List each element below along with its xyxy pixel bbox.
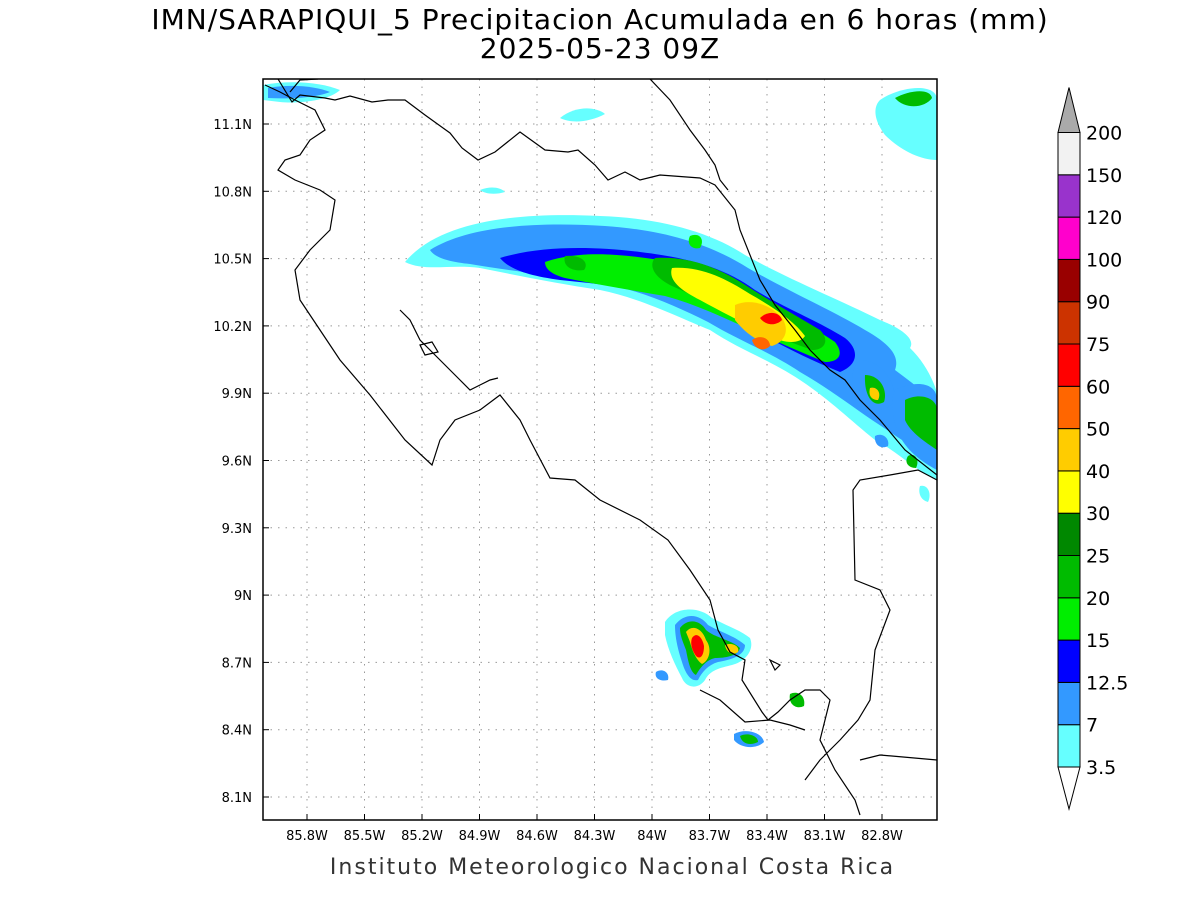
lat-tick-label: 9.6N bbox=[222, 455, 252, 470]
lon-tick-label: 84.3W bbox=[574, 829, 616, 844]
colorbar-bin bbox=[1057, 216, 1081, 260]
colorbar-bin bbox=[1057, 639, 1081, 683]
lat-tick-label: 8.1N bbox=[222, 791, 252, 806]
colorbar-label: 25 bbox=[1086, 546, 1110, 568]
lat-tick-label: 9.3N bbox=[222, 522, 252, 537]
lat-tick-label: 9.9N bbox=[222, 387, 252, 402]
colorbar-bin bbox=[1057, 174, 1081, 218]
lat-tick-label: 8.7N bbox=[222, 656, 252, 671]
colorbar-label: 15 bbox=[1086, 630, 1110, 652]
map-title: IMN/SARAPIQUI_5 Precipitacion Acumulada … bbox=[151, 3, 1049, 36]
axis-labels: 85.8W 85.5W 85.2W 84.9W 84.6W 84.3W 84W 83.7W 83… bbox=[213, 118, 903, 844]
lat-tick-label: 10.2N bbox=[213, 320, 252, 335]
lon-tick-label: 84.9W bbox=[459, 829, 501, 844]
lon-tick-label: 83.4W bbox=[746, 829, 788, 844]
colorbar-bin bbox=[1057, 512, 1081, 557]
lon-tick-label: 84W bbox=[637, 829, 667, 844]
colorbar-label: 60 bbox=[1086, 376, 1110, 398]
colorbar: 3.5 7 12.5 15 20 25 30 40 50 60 75 90 100 120 150 200 bbox=[1057, 87, 1128, 811]
colorbar-bin bbox=[1057, 301, 1081, 345]
colorbar-bin bbox=[1057, 343, 1081, 387]
colorbar-bin bbox=[1057, 724, 1081, 768]
lon-tick-label: 82.8W bbox=[861, 829, 903, 844]
gridlines bbox=[263, 79, 937, 820]
lat-tick-label: 8.4N bbox=[222, 724, 252, 739]
footer-credit: Instituto Meteorologico Nacional Costa R… bbox=[329, 855, 896, 880]
colorbar-label: 75 bbox=[1086, 334, 1110, 356]
colorbar-label: 200 bbox=[1086, 123, 1122, 145]
colorbar-label: 20 bbox=[1086, 588, 1110, 610]
colorbar-bin bbox=[1057, 555, 1081, 599]
lon-tick-label: 85.2W bbox=[401, 829, 443, 844]
colorbar-label: 120 bbox=[1086, 207, 1122, 229]
colorbar-label: 12.5 bbox=[1086, 672, 1128, 694]
lon-tick-label: 83.1W bbox=[804, 829, 846, 844]
colorbar-bin bbox=[1057, 385, 1081, 430]
lat-tick-label: 10.8N bbox=[213, 185, 252, 200]
lon-tick-label: 84.6W bbox=[516, 829, 558, 844]
lat-tick-label: 9N bbox=[234, 589, 252, 604]
colorbar-bottom-arrow bbox=[1057, 766, 1081, 811]
colorbar-label: 7 bbox=[1086, 715, 1098, 737]
lat-tick-label: 10.5N bbox=[213, 253, 252, 268]
colorbar-label: 150 bbox=[1086, 165, 1122, 187]
colorbar-label: 3.5 bbox=[1086, 757, 1116, 779]
map-subtitle: 2025-05-23 09Z bbox=[479, 32, 721, 65]
colorbar-label: 40 bbox=[1086, 461, 1110, 483]
colorbar-bin bbox=[1057, 470, 1081, 514]
lon-tick-label: 85.8W bbox=[286, 829, 328, 844]
colorbar-label: 90 bbox=[1086, 292, 1110, 314]
precip-cell-northwest bbox=[263, 82, 340, 103]
coastlines bbox=[264, 79, 937, 816]
colorbar-bin bbox=[1057, 681, 1081, 726]
lat-tick-label: 11.1N bbox=[213, 118, 252, 133]
colorbar-bin bbox=[1057, 258, 1081, 303]
precip-band-main bbox=[405, 215, 937, 480]
map-frame bbox=[262, 78, 938, 821]
colorbar-bin bbox=[1057, 597, 1081, 641]
lon-tick-label: 85.5W bbox=[344, 829, 386, 844]
precipitation-field bbox=[263, 82, 937, 748]
colorbar-top-arrow bbox=[1057, 87, 1081, 133]
colorbar-label: 100 bbox=[1086, 249, 1122, 271]
precip-cell-south bbox=[655, 609, 805, 748]
colorbar-label: 50 bbox=[1086, 419, 1110, 441]
colorbar-bin bbox=[1057, 132, 1081, 176]
lon-tick-label: 83.7W bbox=[689, 829, 731, 844]
colorbar-bin bbox=[1057, 428, 1081, 472]
colorbar-label: 30 bbox=[1086, 503, 1110, 525]
